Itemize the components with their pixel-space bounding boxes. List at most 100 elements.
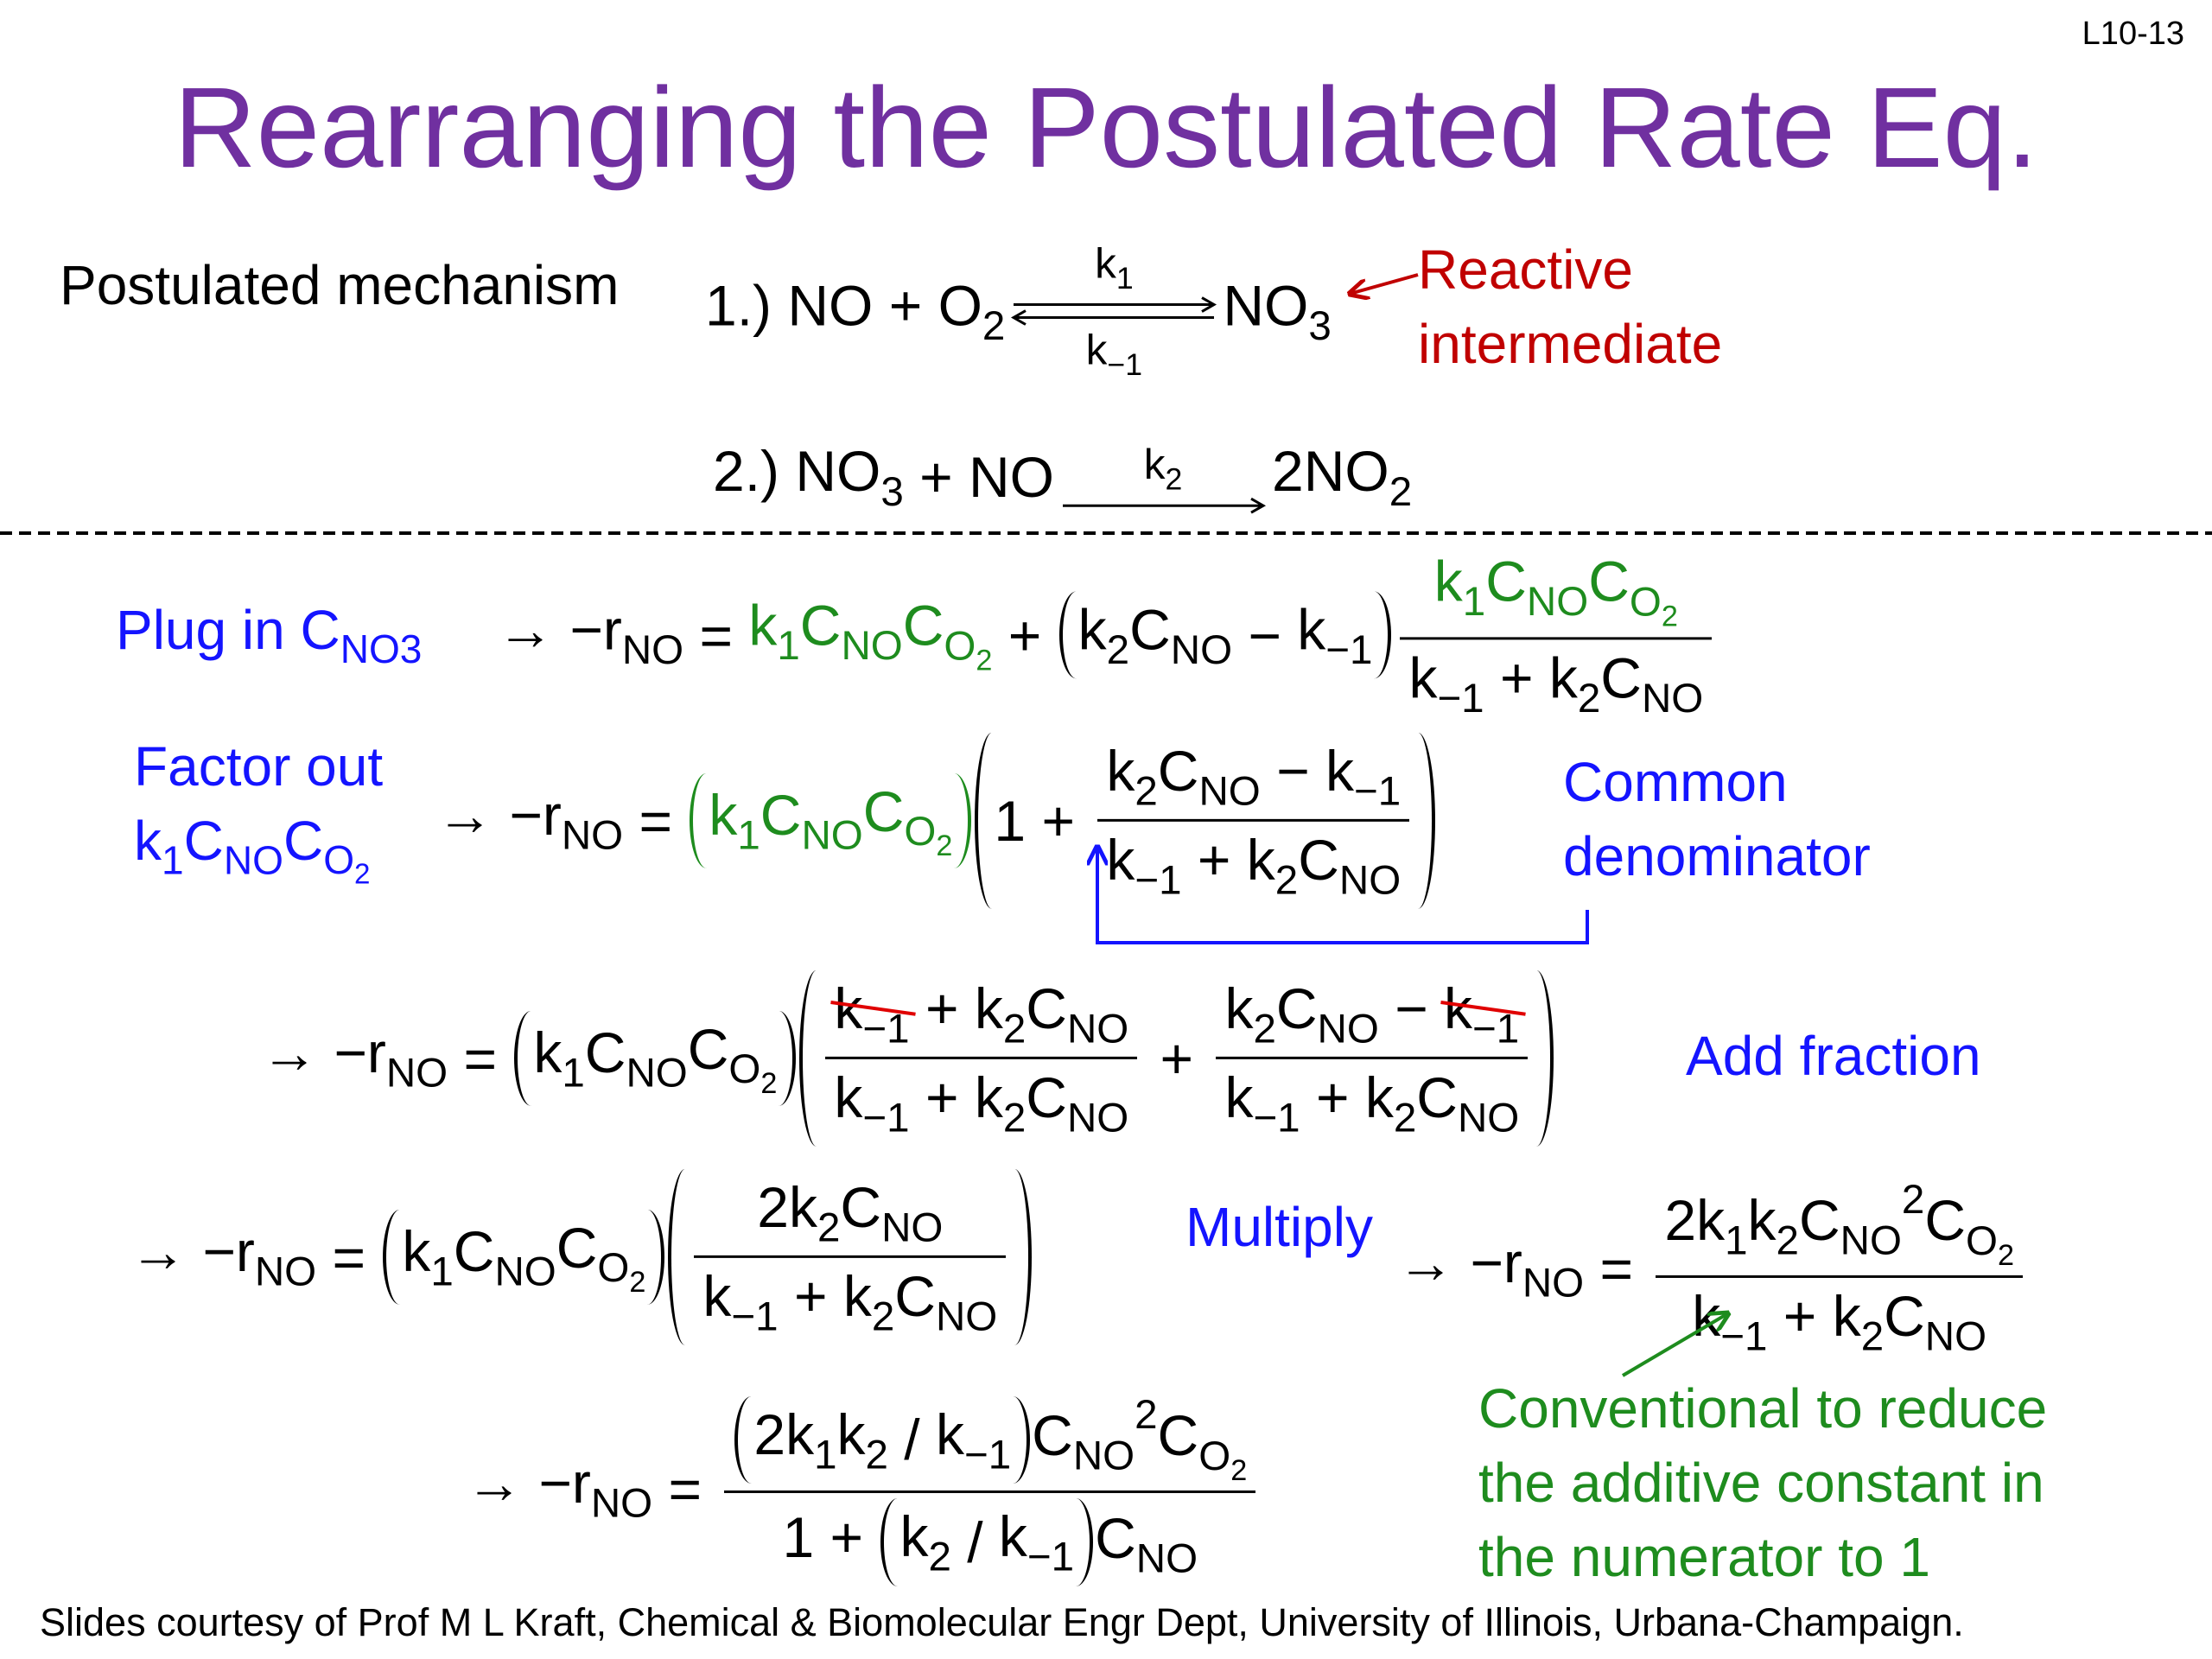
math-text: NO bbox=[881, 1205, 944, 1251]
fraction: k2CNO − k−1 k−1 + k2CNO bbox=[1097, 738, 1410, 904]
equation: → −rNO = k1 CNO CO2 k−1 + k2CNO k−1 + k2CNO … bbox=[261, 969, 1555, 1147]
term-base: k bbox=[1433, 549, 1463, 613]
superscript: 2 bbox=[1902, 1177, 1924, 1223]
annotation-arrow bbox=[1350, 273, 1419, 294]
math-text: −1 bbox=[1027, 1535, 1075, 1581]
math-text: 1 + bbox=[782, 1505, 880, 1570]
subscript: O2 bbox=[597, 1245, 645, 1299]
subscript: NO bbox=[1458, 1095, 1519, 1141]
term-base: k bbox=[1325, 738, 1354, 803]
math-text: + bbox=[778, 1263, 843, 1328]
subscript: 2 bbox=[1107, 627, 1129, 673]
math-text: denominator bbox=[1563, 825, 1871, 887]
term-base: 2NO bbox=[1272, 439, 1389, 504]
math-term: O2 bbox=[728, 1046, 777, 1100]
math-text: 2 bbox=[817, 1205, 841, 1251]
math-text: NO bbox=[626, 1050, 688, 1096]
term-base: k bbox=[402, 1219, 431, 1284]
subscript: O2 bbox=[904, 809, 952, 862]
subscript: 2 bbox=[1998, 1238, 2014, 1271]
math-text: 2 bbox=[1776, 1217, 1799, 1264]
subscript: 3 bbox=[880, 469, 903, 515]
denominator: k−1 + k2CNO bbox=[1216, 1056, 1529, 1142]
subscript: 2 bbox=[872, 1294, 894, 1339]
math-text: 2 bbox=[1106, 626, 1130, 673]
math-term: CNO bbox=[1026, 1065, 1128, 1141]
math-term: O2 bbox=[904, 809, 952, 862]
subscript: −1 bbox=[964, 1432, 1011, 1478]
math-text: 2 bbox=[1997, 1238, 2015, 1272]
term-base: C bbox=[1026, 1065, 1067, 1129]
math-text: 2 bbox=[982, 302, 1006, 349]
math-text: + NO bbox=[903, 445, 1055, 509]
math-term: O2 bbox=[323, 837, 370, 891]
term-base: k bbox=[842, 1263, 872, 1328]
term-base: → −r bbox=[130, 1219, 255, 1284]
subscript: −1 bbox=[731, 1294, 778, 1339]
subscript: −1 bbox=[1437, 676, 1484, 721]
math-term: CO2 bbox=[1924, 1188, 2014, 1272]
subscript: NO bbox=[562, 813, 623, 859]
term-base: k bbox=[1246, 827, 1275, 892]
math-term: Plug in CNO3 bbox=[116, 598, 422, 671]
math-text: = bbox=[623, 789, 689, 853]
math-text: − bbox=[1378, 976, 1445, 1040]
math-text: Common bbox=[1563, 751, 1788, 813]
math-text: NO bbox=[1066, 1006, 1129, 1052]
subscript: 2 bbox=[1135, 769, 1157, 815]
math-term: k−1 bbox=[702, 1263, 778, 1340]
math-term: → −rNO bbox=[497, 596, 683, 674]
term-base: k bbox=[1297, 597, 1326, 662]
subscript: 2 bbox=[936, 830, 952, 862]
math-text: 3 bbox=[1308, 302, 1332, 349]
term-base: C bbox=[1298, 827, 1339, 892]
math-term: CNO bbox=[1884, 1284, 1986, 1360]
term-base: 2.) NO bbox=[713, 439, 881, 504]
subscript: −1 bbox=[1253, 1095, 1300, 1141]
math-text: −1 bbox=[731, 1294, 779, 1340]
subscript: O2 bbox=[944, 623, 992, 677]
math-text: NO bbox=[1526, 579, 1589, 626]
math-text: 2 bbox=[1860, 1314, 1885, 1361]
subscript: NO bbox=[936, 1294, 997, 1339]
term-base: O bbox=[904, 809, 937, 855]
subscript: NO bbox=[1527, 579, 1588, 625]
math-term: CNO bbox=[1275, 976, 1379, 1052]
term-base: C bbox=[1275, 976, 1318, 1040]
math-text: + bbox=[909, 976, 975, 1040]
step-note: Conventional to reduce the additive const… bbox=[1478, 1371, 2047, 1594]
fraction: 2k1 k2 / k−1 CNO2CO2 1 + k2 / k−1 CNO bbox=[724, 1391, 1256, 1586]
math-term: O2 bbox=[1198, 1433, 1247, 1486]
math-text: 2 bbox=[1002, 1095, 1027, 1141]
math-term: k2 bbox=[1246, 827, 1298, 904]
math-text: 1 + bbox=[994, 789, 1091, 853]
term-base: k bbox=[834, 976, 863, 1040]
term-base: k bbox=[1444, 976, 1473, 1040]
math-text: = bbox=[652, 1457, 718, 1521]
parenthesized: k1 CNO CO2 bbox=[512, 1010, 798, 1107]
math-term: k2 bbox=[975, 976, 1026, 1052]
term-base: C bbox=[1588, 549, 1630, 613]
math-term: k1 bbox=[134, 810, 184, 882]
term-base: k bbox=[702, 1263, 732, 1328]
term-base: C bbox=[1485, 549, 1527, 613]
equation: → −rNO = 2k1k2CNO2CO2 k−1 + k2CNO bbox=[1397, 1176, 2030, 1361]
math-term: k2 bbox=[1833, 1284, 1884, 1360]
math-term: → −rNO bbox=[1397, 1230, 1584, 1307]
term-base: k bbox=[134, 810, 162, 873]
text-line: Reactive bbox=[1418, 232, 1722, 307]
math-text: / bbox=[950, 1510, 999, 1575]
math-text: NO bbox=[1840, 1217, 1902, 1264]
term-base: C bbox=[760, 783, 802, 848]
term-base: k bbox=[1224, 976, 1254, 1040]
math-text: 2 bbox=[1253, 1006, 1276, 1052]
term-base: C bbox=[687, 1016, 729, 1081]
term-base: C bbox=[1416, 1065, 1458, 1129]
math-text: 2 bbox=[865, 1432, 888, 1478]
term-base: Plug in C bbox=[116, 598, 340, 661]
subscript: 1 bbox=[430, 1249, 453, 1295]
math-term: k−1 bbox=[1086, 327, 1142, 382]
math-term: 2k1 bbox=[753, 1402, 836, 1479]
math-text: Reactive bbox=[1418, 238, 1633, 301]
math-term: k−1 bbox=[1224, 1065, 1300, 1141]
